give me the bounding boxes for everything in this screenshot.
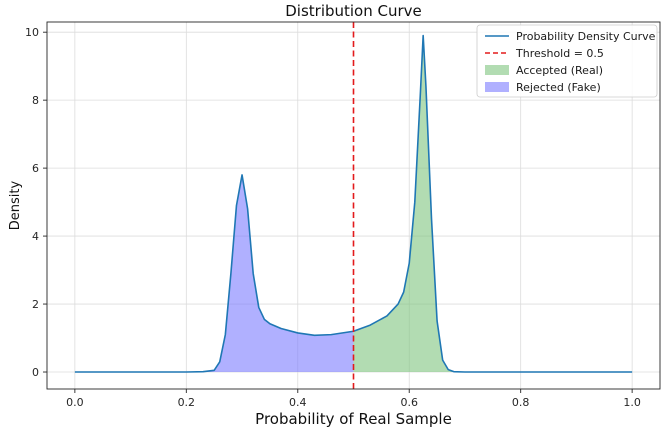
x-tick-label: 1.0 <box>623 396 641 409</box>
y-tick-label: 4 <box>32 230 39 243</box>
plot-frame <box>46 21 661 390</box>
y-tick-label: 2 <box>32 298 39 311</box>
line-layer <box>74 22 633 389</box>
legend-item: Rejected (Fake) <box>485 81 601 94</box>
legend-label: Accepted (Real) <box>516 64 603 77</box>
legend-label: Probability Density Curve <box>516 30 656 43</box>
legend-item: Probability Density Curve <box>485 30 656 43</box>
x-tick-label: 0.8 <box>512 396 530 409</box>
y-tick-label: 6 <box>32 162 39 175</box>
legend-label: Rejected (Fake) <box>516 81 601 94</box>
y-tick-label: 10 <box>25 26 39 39</box>
legend-label: Threshold = 0.5 <box>515 47 604 60</box>
legend-swatch-patch <box>485 82 509 92</box>
x-tick-label: 0.0 <box>66 396 84 409</box>
x-tick-label: 0.6 <box>400 396 418 409</box>
x-tick-label: 0.4 <box>289 396 307 409</box>
rejected-fill-area <box>74 174 354 373</box>
y-axis-label: Density <box>8 180 23 230</box>
tick-layer: 0.0 0.2 0.4 0.6 0.8 1.0 0 2 4 6 8 10 <box>25 26 641 409</box>
density-curve-line <box>74 34 633 373</box>
legend: Probability Density Curve Threshold = 0.5… <box>476 24 658 98</box>
legend-box <box>476 24 658 98</box>
legend-swatch-patch <box>485 65 509 75</box>
chart-title: Distribution Curve <box>285 2 422 20</box>
y-tick-label: 8 <box>32 94 39 107</box>
fill-layer <box>74 35 633 373</box>
legend-item: Accepted (Real) <box>485 64 603 77</box>
x-axis-label: Probability of Real Sample <box>255 410 452 428</box>
x-tick-label: 0.2 <box>178 396 196 409</box>
accepted-fill-area <box>353 35 633 373</box>
legend-item: Threshold = 0.5 <box>485 47 604 60</box>
y-tick-label: 0 <box>32 366 39 379</box>
